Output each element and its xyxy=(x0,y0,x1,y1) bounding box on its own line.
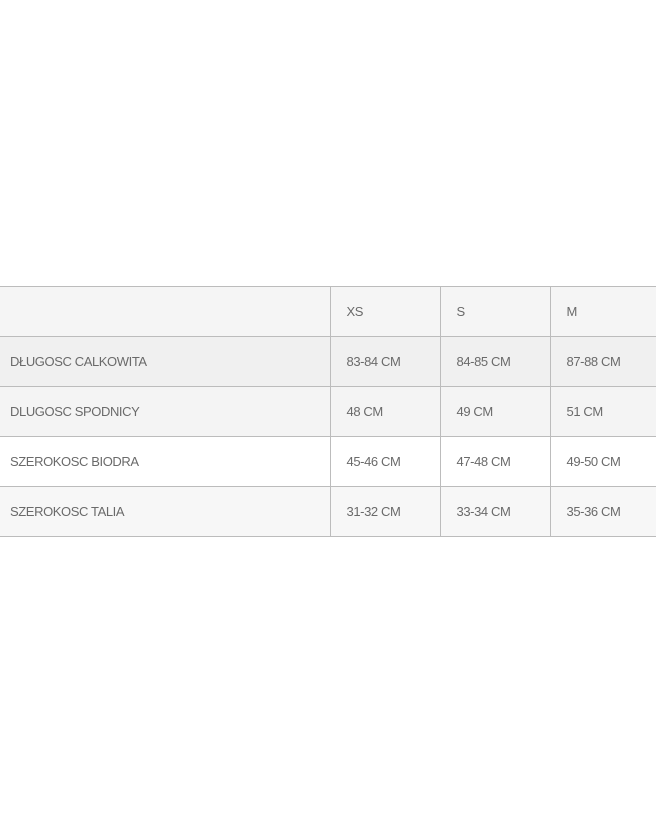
table-row: DLUGOSC SPODNICY 48 CM 49 CM 51 CM xyxy=(0,386,656,437)
cell: 33-34 CM xyxy=(439,486,551,537)
row-label: DŁUGOSC CALKOWITA xyxy=(0,336,331,387)
size-chart-table: XS S M DŁUGOSC CALKOWITA 83-84 CM 84-85 … xyxy=(0,286,656,537)
cell: 51 CM xyxy=(549,386,656,437)
cell: 49 CM xyxy=(439,386,551,437)
table-row: DŁUGOSC CALKOWITA 83-84 CM 84-85 CM 87-8… xyxy=(0,336,656,387)
cell: 45-46 CM xyxy=(329,436,441,487)
table-row: SZEROKOSC BIODRA 45-46 CM 47-48 CM 49-50… xyxy=(0,436,656,487)
cell: 47-48 CM xyxy=(439,436,551,487)
header-row: XS S M xyxy=(0,286,656,337)
cell: 87-88 CM xyxy=(549,336,656,387)
header-size-s: S xyxy=(439,286,551,337)
row-label: SZEROKOSC BIODRA xyxy=(0,436,331,487)
cell: 84-85 CM xyxy=(439,336,551,387)
row-label: SZEROKOSC TALIA xyxy=(0,486,331,537)
table-row: SZEROKOSC TALIA 31-32 CM 33-34 CM 35-36 … xyxy=(0,486,656,537)
cell: 35-36 CM xyxy=(549,486,656,537)
cell: 49-50 CM xyxy=(549,436,656,487)
header-empty xyxy=(0,286,331,337)
cell: 83-84 CM xyxy=(329,336,441,387)
cell: 48 CM xyxy=(329,386,441,437)
header-size-xs: XS xyxy=(329,286,441,337)
header-size-m: M xyxy=(549,286,656,337)
cell: 31-32 CM xyxy=(329,486,441,537)
row-label: DLUGOSC SPODNICY xyxy=(0,386,331,437)
